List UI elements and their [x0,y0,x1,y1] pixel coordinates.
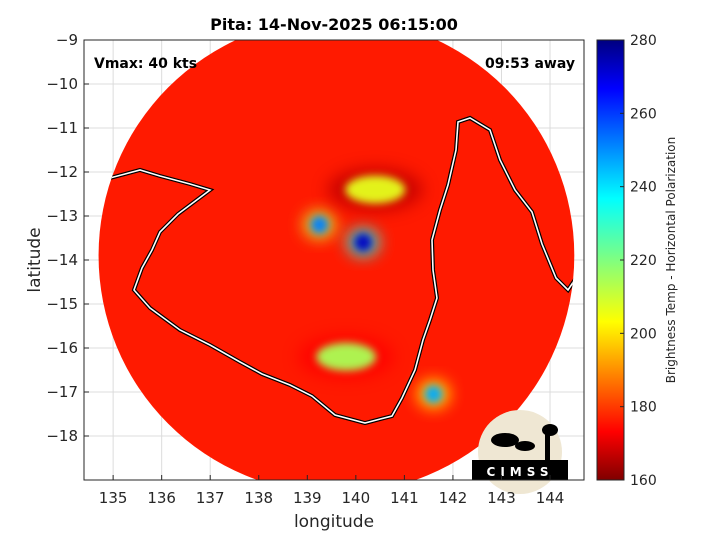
x-tick-label: 135 [99,489,128,507]
colorbar-tick-label: 180 [630,400,657,416]
feature-south-band [316,342,377,371]
y-tick-label: −13 [46,207,78,225]
y-tick-label: −18 [46,427,78,445]
y-tick-label: −11 [46,119,78,137]
x-axis: 135 136 137 138 139 140 141 142 143 144 [99,475,565,507]
colorbar-tick-label: 260 [630,106,657,122]
x-tick-label: 139 [293,489,322,507]
cimss-logo: CIMSS [472,410,568,494]
y-tick-label: −17 [46,383,78,401]
colorbar-label: Brightness Temp - Horizontal Polarizatio… [664,137,678,384]
x-tick-label: 144 [536,489,565,507]
colorbar-tick-label: 240 [630,180,657,196]
cimss-logo-text: CIMSS [487,465,554,479]
colorbar-tick-label: 200 [630,326,657,342]
y-tick-label: −12 [46,163,78,181]
feature-core-west [310,215,329,234]
time-away-label: 09:53 away [485,56,575,72]
x-axis-label: longitude [294,512,374,532]
feature-south-east-cell [424,385,443,404]
feature-north-band [345,175,406,204]
x-tick-label: 142 [439,489,468,507]
y-tick-label: −14 [46,251,78,269]
x-tick-label: 143 [487,489,516,507]
x-tick-label: 141 [390,489,419,507]
x-tick-label: 140 [342,489,371,507]
y-axis: −9 −10 −11 −12 −13 −14 −15 −16 −17 −18 [46,31,89,445]
y-tick-label: −15 [46,295,78,313]
colorbar-tick-label: 220 [630,253,657,269]
y-axis-label: latitude [25,227,45,292]
y-tick-label: −9 [56,31,78,49]
colorbar-tick-label: 160 [630,473,657,489]
colorbar-ticks: 160 180 200 220 240 260 280 [620,33,657,489]
chart-title: Pita: 14-Nov-2025 06:15:00 [210,15,458,34]
y-tick-label: −16 [46,339,78,357]
x-tick-label: 137 [196,489,225,507]
swath-image [98,40,575,480]
colorbar [596,39,625,481]
x-tick-label: 136 [147,489,176,507]
vmax-label: Vmax: 40 kts [94,56,197,72]
feature-core [354,233,373,252]
colorbar-tick-label: 280 [630,33,657,49]
x-tick-label: 138 [244,489,273,507]
coastline-highlight [98,117,575,424]
y-tick-label: −10 [46,75,78,93]
